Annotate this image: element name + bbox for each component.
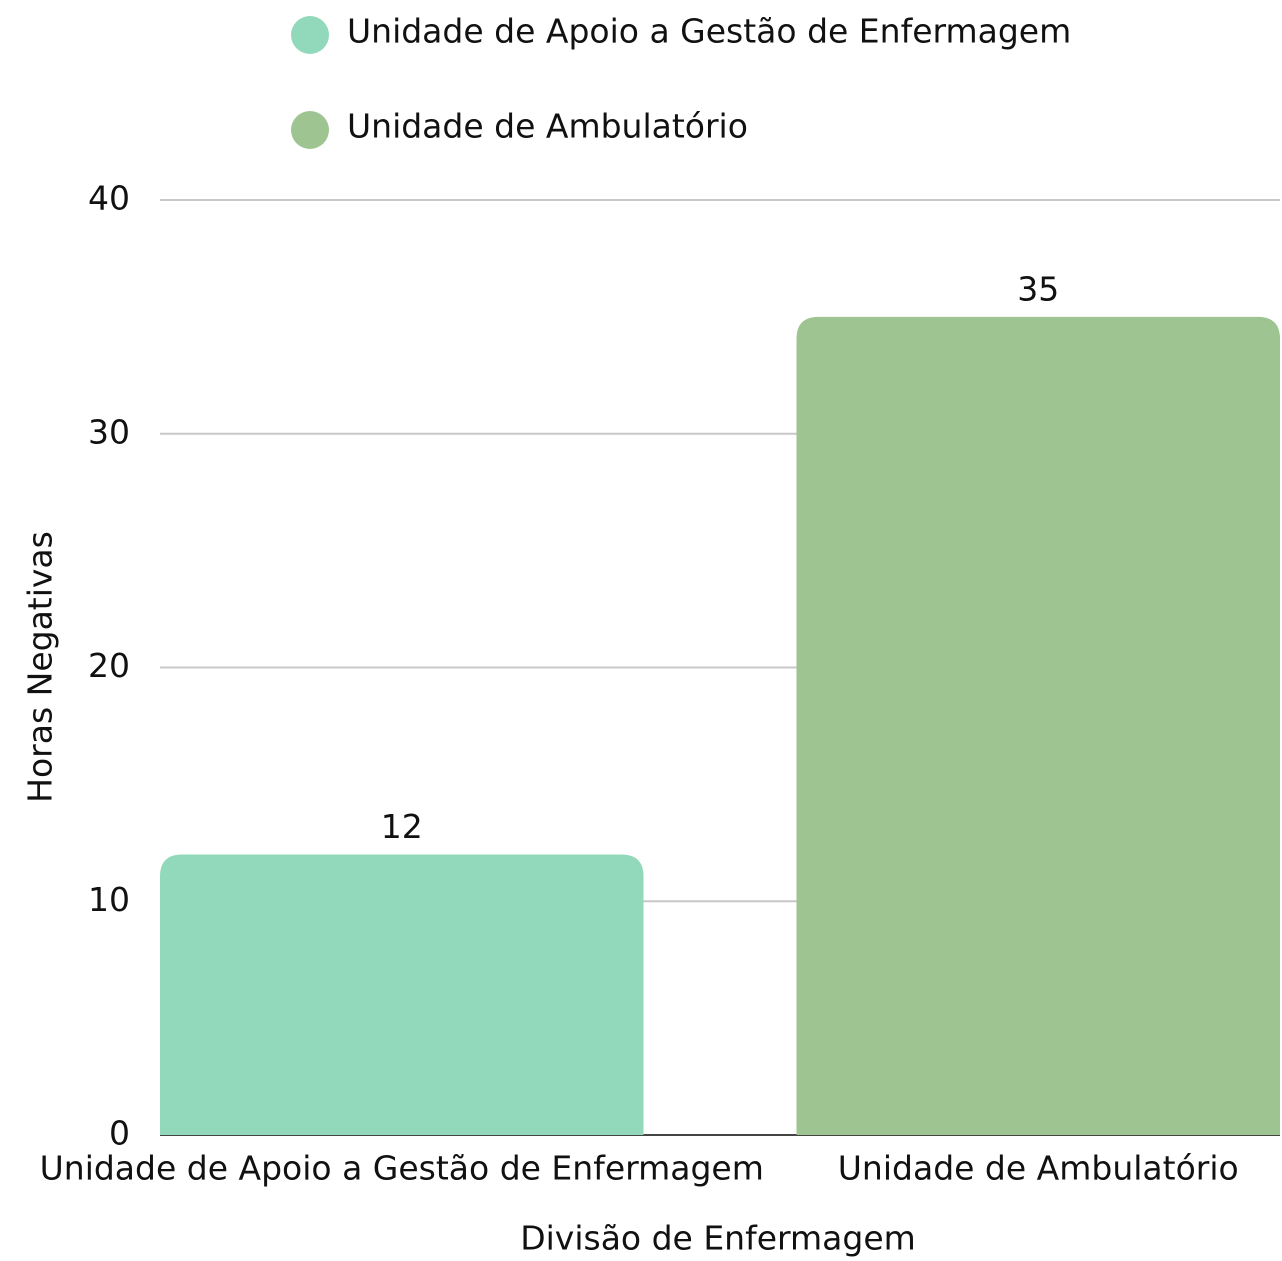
x-axis-label: Divisão de Enfermagem — [520, 1219, 916, 1258]
legend-swatch — [291, 111, 329, 149]
y-tick-label: 30 — [88, 412, 130, 451]
bar — [796, 316, 1280, 1135]
legend-label: Unidade de Apoio a Gestão de Enfermagem — [347, 12, 1071, 51]
data-label: 12 — [381, 807, 423, 846]
data-label: 35 — [1017, 269, 1059, 308]
legend-label: Unidade de Ambulatório — [347, 107, 748, 146]
y-tick-label: 0 — [109, 1114, 130, 1153]
y-tick-label: 40 — [88, 179, 130, 218]
y-tick-label: 10 — [88, 880, 130, 919]
x-tick-label: Unidade de Apoio a Gestão de Enfermagem — [40, 1149, 764, 1188]
x-tick-label: Unidade de Ambulatório — [838, 1149, 1239, 1188]
legend-swatch — [291, 16, 329, 54]
y-axis-label: Horas Negativas — [21, 531, 60, 803]
y-tick-label: 20 — [88, 646, 130, 685]
bar — [160, 854, 644, 1135]
